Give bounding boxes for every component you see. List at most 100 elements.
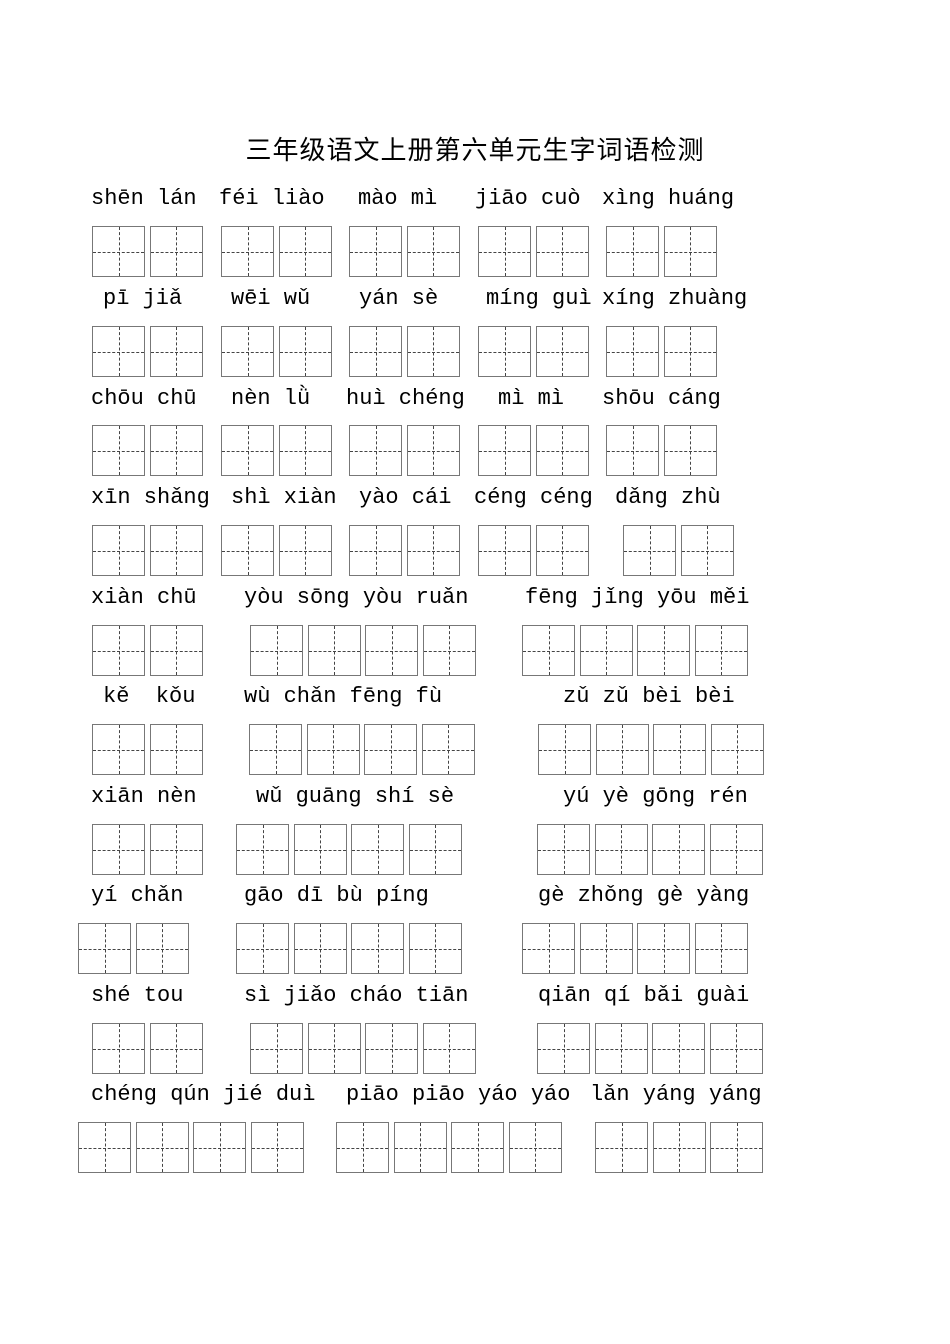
writing-grid-box[interactable] (349, 226, 402, 277)
writing-grid-box[interactable] (522, 923, 575, 974)
writing-grid-box[interactable] (149, 824, 203, 875)
writing-grid-box[interactable] (92, 226, 145, 277)
writing-grid-box[interactable] (250, 625, 303, 676)
writing-grid-box[interactable] (594, 824, 648, 875)
writing-grid-box[interactable] (508, 1122, 562, 1173)
writing-grid-box[interactable] (135, 1122, 189, 1173)
writing-grid-box[interactable] (663, 425, 717, 476)
writing-grid-box[interactable] (293, 923, 347, 974)
writing-grid-box[interactable] (478, 226, 531, 277)
writing-grid-box[interactable] (422, 1023, 476, 1074)
writing-grid-box[interactable] (710, 1122, 763, 1173)
writing-grid-box[interactable] (306, 724, 360, 775)
writing-grid-box[interactable] (249, 724, 302, 775)
writing-grid-box[interactable] (663, 326, 717, 377)
writing-grid-box[interactable] (92, 326, 145, 377)
writing-grid-box[interactable] (78, 923, 131, 974)
writing-grid-box[interactable] (623, 525, 676, 576)
writing-grid-box[interactable] (250, 1122, 304, 1173)
writing-grid-box[interactable] (637, 923, 690, 974)
writing-grid-box[interactable] (652, 824, 705, 875)
writing-grid-box[interactable] (709, 1023, 763, 1074)
writing-grid-box[interactable] (349, 425, 402, 476)
writing-grid-box[interactable] (653, 724, 706, 775)
writing-grid-box[interactable] (406, 326, 460, 377)
writing-grid-box[interactable] (293, 824, 347, 875)
writing-grid-box[interactable] (694, 923, 748, 974)
writing-grid-box[interactable] (221, 525, 274, 576)
writing-grid-box[interactable] (149, 724, 203, 775)
writing-grid-box[interactable] (451, 1122, 504, 1173)
writing-grid-box[interactable] (149, 326, 203, 377)
writing-grid-box[interactable] (537, 1023, 590, 1074)
writing-grid-box[interactable] (421, 724, 475, 775)
writing-grid-box[interactable] (652, 1023, 705, 1074)
writing-grid-box[interactable] (663, 226, 717, 277)
writing-grid-box[interactable] (595, 1122, 648, 1173)
writing-grid-box[interactable] (478, 326, 531, 377)
writing-grid-box[interactable] (680, 525, 734, 576)
writing-grid-box[interactable] (535, 425, 589, 476)
writing-grid-box[interactable] (406, 525, 460, 576)
writing-grid-box[interactable] (349, 525, 402, 576)
writing-grid-box[interactable] (365, 625, 418, 676)
writing-grid-box[interactable] (422, 625, 476, 676)
writing-grid-box[interactable] (250, 1023, 303, 1074)
writing-grid-box[interactable] (221, 425, 274, 476)
writing-grid-box[interactable] (92, 525, 145, 576)
writing-grid-box[interactable] (278, 425, 332, 476)
writing-grid-box[interactable] (236, 923, 289, 974)
writing-grid-box[interactable] (221, 326, 274, 377)
writing-grid-box[interactable] (336, 1122, 389, 1173)
writing-grid-box[interactable] (135, 923, 189, 974)
writing-grid-box[interactable] (606, 226, 659, 277)
writing-grid-box[interactable] (149, 425, 203, 476)
writing-grid-box[interactable] (92, 625, 145, 676)
writing-grid-box[interactable] (522, 625, 575, 676)
writing-grid-box[interactable] (694, 625, 748, 676)
writing-grid-box[interactable] (535, 525, 589, 576)
writing-grid-box[interactable] (478, 425, 531, 476)
writing-grid-box[interactable] (307, 625, 361, 676)
writing-grid-box[interactable] (92, 824, 145, 875)
writing-grid-box[interactable] (236, 824, 289, 875)
writing-grid-box[interactable] (535, 226, 589, 277)
writing-grid-box[interactable] (149, 525, 203, 576)
writing-grid-box[interactable] (193, 1122, 246, 1173)
writing-grid-box[interactable] (278, 226, 332, 277)
writing-grid-box[interactable] (406, 226, 460, 277)
writing-grid-box[interactable] (579, 923, 633, 974)
writing-grid-box[interactable] (92, 1023, 145, 1074)
writing-grid-box[interactable] (538, 724, 591, 775)
writing-grid-box[interactable] (606, 326, 659, 377)
writing-grid-box[interactable] (149, 625, 203, 676)
writing-grid-box[interactable] (408, 824, 462, 875)
writing-grid-box[interactable] (149, 1023, 203, 1074)
writing-grid-box[interactable] (652, 1122, 706, 1173)
writing-grid-box[interactable] (594, 1023, 648, 1074)
writing-grid-box[interactable] (579, 625, 633, 676)
writing-grid-box[interactable] (92, 425, 145, 476)
writing-grid-box[interactable] (606, 425, 659, 476)
writing-grid-box[interactable] (278, 326, 332, 377)
writing-grid-box[interactable] (393, 1122, 447, 1173)
writing-grid-box[interactable] (278, 525, 332, 576)
writing-grid-box[interactable] (478, 525, 531, 576)
writing-grid-box[interactable] (408, 923, 462, 974)
writing-grid-box[interactable] (535, 326, 589, 377)
writing-grid-box[interactable] (637, 625, 690, 676)
writing-grid-box[interactable] (92, 724, 145, 775)
writing-grid-box[interactable] (351, 923, 404, 974)
writing-grid-box[interactable] (537, 824, 590, 875)
writing-grid-box[interactable] (221, 226, 274, 277)
writing-grid-box[interactable] (78, 1122, 131, 1173)
writing-grid-box[interactable] (349, 326, 402, 377)
writing-grid-box[interactable] (364, 724, 417, 775)
writing-grid-box[interactable] (365, 1023, 418, 1074)
writing-grid-box[interactable] (710, 724, 764, 775)
writing-grid-box[interactable] (351, 824, 404, 875)
writing-grid-box[interactable] (406, 425, 460, 476)
writing-grid-box[interactable] (307, 1023, 361, 1074)
writing-grid-box[interactable] (595, 724, 649, 775)
writing-grid-box[interactable] (149, 226, 203, 277)
